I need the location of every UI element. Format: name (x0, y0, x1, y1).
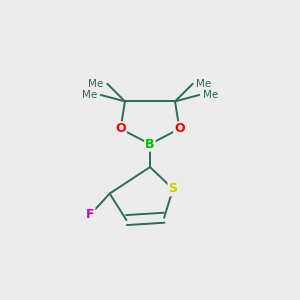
Text: Me: Me (88, 79, 104, 89)
Text: Me: Me (203, 90, 218, 100)
Text: S: S (169, 182, 178, 195)
Text: Me: Me (82, 90, 97, 100)
Text: B: B (145, 138, 155, 151)
Text: O: O (174, 122, 185, 135)
Text: Me: Me (196, 79, 212, 89)
Text: O: O (115, 122, 126, 135)
Text: F: F (86, 208, 94, 221)
